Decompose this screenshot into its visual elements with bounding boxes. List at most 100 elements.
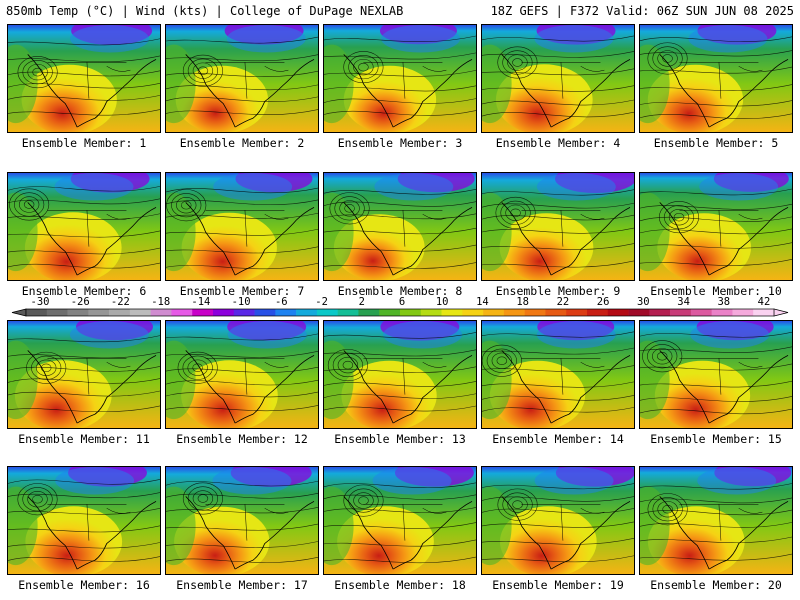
isobar	[166, 84, 318, 91]
low-contour	[673, 212, 685, 222]
colorbar-tick-label: 42	[757, 296, 771, 308]
low-contour	[510, 208, 521, 218]
borders	[679, 210, 763, 247]
warm-plume	[174, 506, 270, 574]
pacific-field	[640, 192, 670, 272]
low-contour	[171, 193, 202, 218]
colorbar-graphic	[11, 308, 789, 317]
colorbar-segment	[670, 309, 692, 316]
ensemble-member-label: Ensemble Member: 9	[495, 284, 621, 298]
low-contour	[358, 62, 369, 72]
coastline	[185, 496, 315, 570]
isobar	[640, 363, 792, 371]
isobar	[8, 542, 160, 549]
isobar	[324, 494, 476, 500]
isobar	[8, 109, 160, 116]
isobar	[8, 95, 160, 101]
isobar	[166, 391, 318, 398]
isobar	[482, 243, 634, 250]
isobar	[482, 202, 634, 209]
low-contour	[344, 204, 355, 213]
low-contour	[486, 348, 517, 373]
isobar	[8, 378, 160, 384]
colorbar-tick-label: -22	[110, 296, 130, 308]
ensemble-map	[8, 173, 160, 280]
isobar	[166, 523, 318, 531]
ensemble-map-panel	[481, 466, 635, 575]
cool-region	[697, 467, 777, 495]
borders	[47, 504, 131, 541]
low-contour	[491, 352, 513, 369]
coastline	[343, 350, 473, 424]
low-contour	[32, 67, 43, 77]
ensemble-map-panel	[165, 466, 319, 575]
isobar	[166, 263, 318, 270]
isobar	[482, 347, 634, 355]
ensemble-map	[324, 173, 476, 280]
colorbar-tick-label: 18	[516, 296, 530, 308]
colorbar-segment	[649, 309, 671, 316]
ensemble-map-panel	[7, 24, 161, 133]
borders	[679, 358, 763, 395]
low-contour	[353, 492, 374, 509]
warm-plume	[647, 64, 744, 132]
ensemble-member-label: Ensemble Member: 14	[492, 432, 624, 446]
low-contour	[192, 363, 203, 372]
pacific-field	[324, 486, 354, 566]
colorbar-tick-label: -18	[151, 296, 171, 308]
ensemble-map	[482, 173, 634, 280]
isobar	[482, 381, 634, 388]
isobar	[166, 228, 318, 236]
isobar	[8, 508, 160, 515]
isobar	[482, 68, 634, 76]
isobar	[8, 352, 160, 359]
coastline	[185, 350, 315, 424]
colorbar-segment	[213, 309, 235, 316]
ensemble-map-panel	[7, 320, 161, 429]
ensemble-member-label: Ensemble Member: 17	[176, 578, 308, 592]
isobar	[8, 198, 160, 205]
isobar	[324, 393, 476, 399]
isobar	[324, 262, 476, 269]
cool-region	[372, 467, 452, 495]
isobar	[166, 199, 318, 205]
colorbar-segment	[109, 309, 131, 316]
isobar	[166, 507, 318, 514]
ensemble-map	[482, 25, 634, 132]
isobar	[640, 36, 792, 42]
coastline	[27, 54, 157, 128]
isobar	[640, 346, 792, 353]
low-contour	[17, 483, 58, 516]
borders	[363, 504, 447, 541]
colorbar-segment	[441, 309, 463, 316]
isobar	[482, 85, 634, 92]
low-contour	[329, 192, 370, 225]
isobar	[640, 380, 792, 388]
pacific-field	[166, 486, 196, 566]
colorbar-outline	[25, 308, 775, 317]
low-contour	[187, 58, 219, 83]
isobar	[166, 246, 318, 254]
isobar	[324, 189, 476, 195]
colorbar-segment	[545, 309, 567, 316]
isobar	[640, 509, 792, 516]
isobar	[324, 85, 476, 92]
low-contour	[27, 63, 48, 81]
colorbar-segment	[171, 309, 193, 316]
low-contour	[507, 496, 528, 513]
isobar	[324, 405, 476, 412]
isobar	[324, 35, 476, 43]
colorbar-segment	[753, 309, 775, 316]
coastline	[343, 496, 473, 570]
colorbar-segment	[233, 309, 255, 316]
low-contour	[332, 353, 363, 378]
borders	[521, 62, 605, 99]
low-contour	[652, 497, 683, 522]
isobar	[640, 497, 792, 504]
ensemble-map	[482, 467, 634, 574]
isobar	[324, 98, 476, 104]
colorbar-segment	[587, 309, 609, 316]
ensemble-map	[8, 321, 160, 428]
pacific-field	[482, 340, 512, 420]
warm-plume	[14, 360, 112, 428]
